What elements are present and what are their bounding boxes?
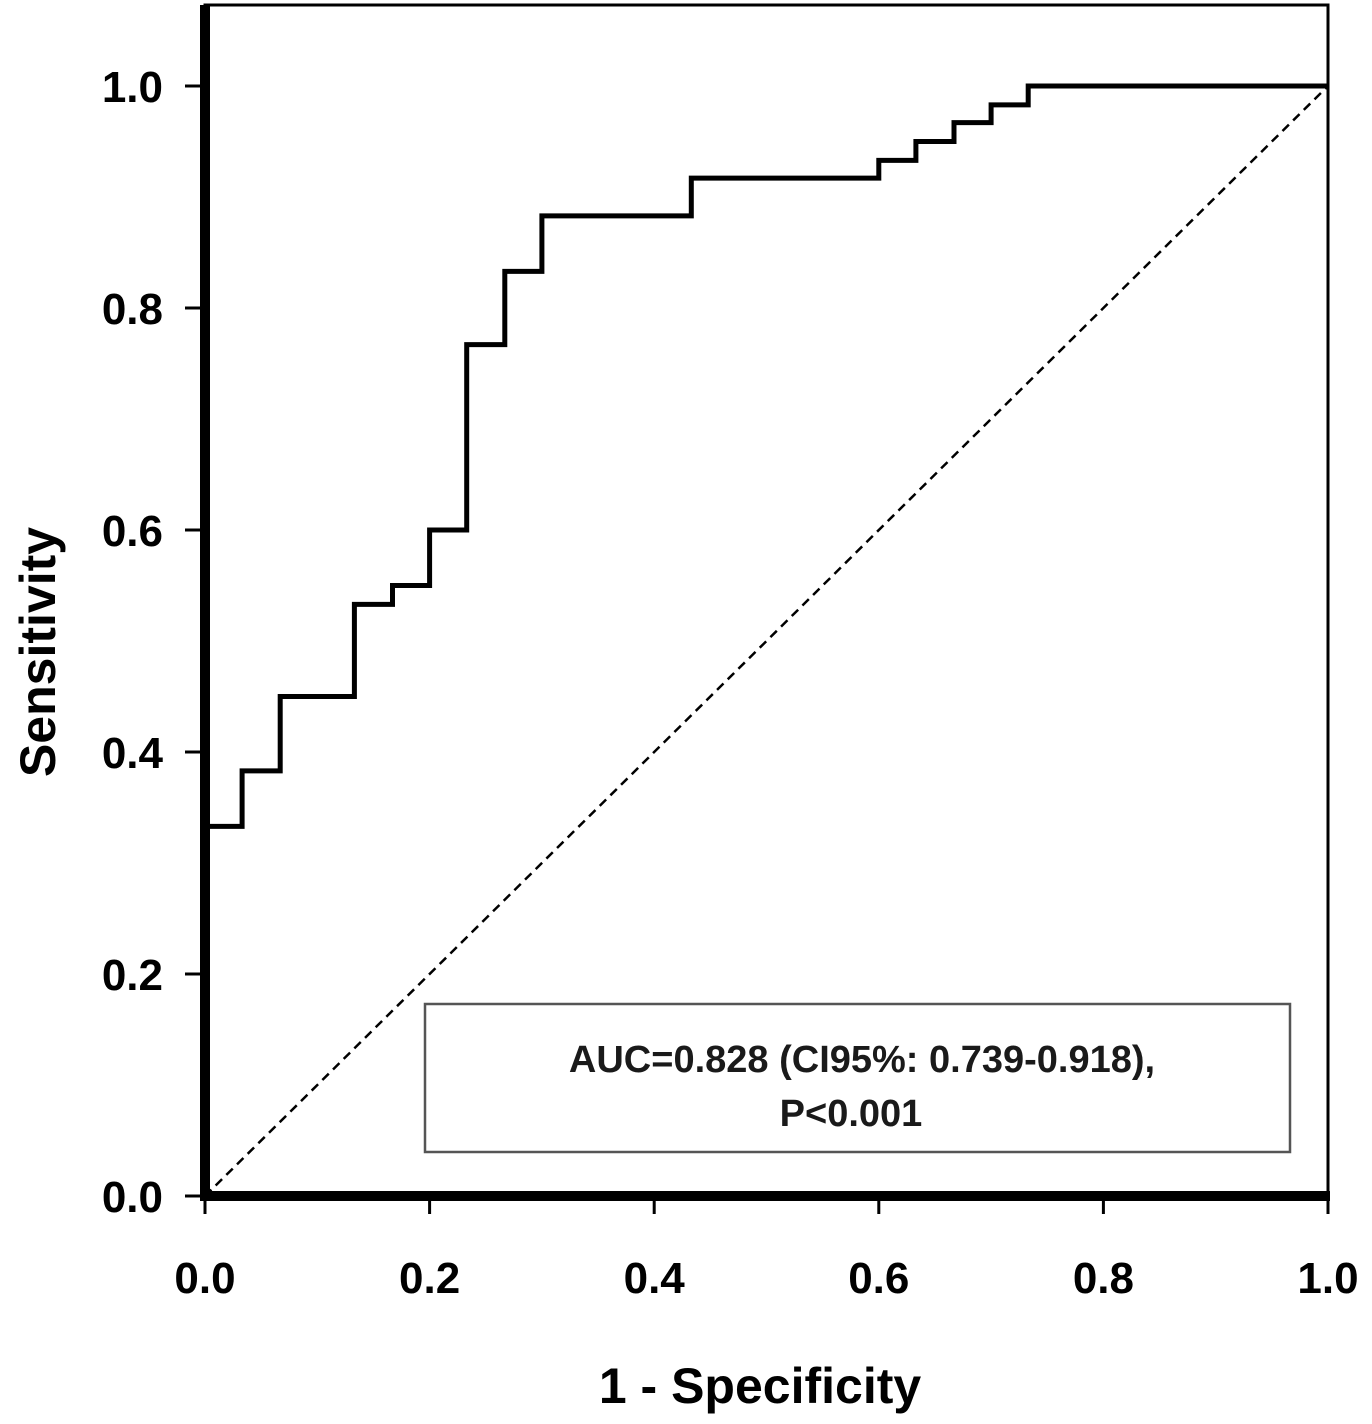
x-tick-label: 0.2: [399, 1254, 460, 1303]
y-tick-label: 0.0: [102, 1173, 163, 1222]
x-tick-label: 1.0: [1297, 1254, 1358, 1303]
reference-diagonal-line: [204, 85, 1329, 1197]
annotation-line2: P<0.001: [780, 1093, 923, 1135]
x-tick-label: 0.4: [624, 1254, 686, 1303]
roc-curve-line: [202, 83, 1328, 1196]
y-tick-label: 0.4: [102, 729, 164, 778]
y-tick-label: 0.8: [102, 285, 163, 334]
series-layer: [202, 83, 1329, 1197]
x-ticks: 0.0 0.2 0.4 0.6 0.8 1.0: [174, 1196, 1359, 1303]
x-tick-label: 0.8: [1073, 1254, 1134, 1303]
y-tick-label: 0.2: [102, 951, 163, 1000]
annotation-box: [423, 1002, 1292, 1154]
annotation-line1: AUC=0.828 (CI95%: 0.739-0.918),: [569, 1039, 1155, 1081]
y-tick-label: 0.6: [102, 507, 163, 556]
y-axis-title: Sensitivity: [10, 527, 66, 777]
x-tick-label: 0.6: [848, 1254, 909, 1303]
y-ticks: 0.0 0.2 0.4 0.6 0.8 1.0: [102, 63, 205, 1222]
x-axis-title: 1 - Specificity: [599, 1358, 922, 1414]
y-tick-label: 1.0: [102, 63, 163, 112]
x-tick-label: 0.0: [174, 1254, 235, 1303]
